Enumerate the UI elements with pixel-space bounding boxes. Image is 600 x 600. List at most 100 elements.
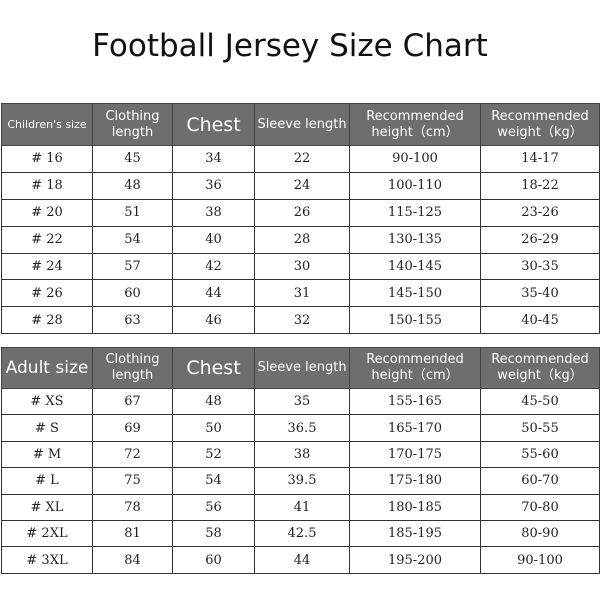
table-cell: 45-50 (480, 387, 600, 416)
table-cell: 81 (92, 519, 173, 548)
table-row: # M 72 52 38 170-175 55-60 (1, 440, 600, 469)
table-cell: 35 (254, 387, 350, 416)
table-cell: # XL (1, 493, 93, 521)
table-cell: 28 (254, 225, 350, 254)
table-cell: 51 (92, 198, 173, 227)
table-cell: 14-17 (480, 145, 600, 173)
table-cell: 46 (172, 306, 255, 335)
table-row: # 22 54 40 28 130-135 26-29 (1, 225, 600, 254)
table-cell: 145-150 (349, 279, 481, 308)
table-cell: 48 (172, 387, 255, 416)
table-cell: # 18 (1, 171, 93, 200)
table-row: # 18 48 36 24 100-110 18-22 (1, 171, 600, 200)
table-row: # 24 57 42 30 140-145 30-35 (1, 252, 600, 281)
table-row: # 2XL 81 58 42.5 185-195 80-90 (1, 519, 600, 548)
table-cell: # 20 (1, 198, 93, 227)
table-cell: 52 (172, 440, 255, 469)
table-cell: # M (1, 440, 93, 469)
size-table: Adult size Clothing length Chest Sleeve len… (1, 347, 600, 574)
header-cell: Recommended weight（kg） (480, 347, 600, 389)
header-cell: Recommended weight（kg） (480, 103, 600, 146)
table-cell: 90-100 (480, 546, 600, 574)
table-row: # 20 51 38 26 115-125 23-26 (1, 198, 600, 227)
table-cell: 75 (92, 467, 173, 495)
table-cell: 60 (172, 546, 255, 574)
table-cell: 195-200 (349, 546, 481, 574)
table-cell: 45 (92, 145, 173, 173)
header-cell: Recommended height（cm） (349, 347, 481, 389)
table-cell: 36 (172, 171, 255, 200)
table-cell: 175-180 (349, 467, 481, 495)
table-cell: 26 (254, 198, 350, 227)
table-cell: 70-80 (480, 493, 600, 521)
table-cell: # S (1, 414, 93, 442)
table-cell: # 26 (1, 279, 93, 308)
header-row: Children's size Clothing length Chest Sleev… (1, 103, 600, 146)
table-cell: 170-175 (349, 440, 481, 469)
table-cell: 48 (92, 171, 173, 200)
table-cell: 58 (172, 519, 255, 548)
table-cell: 39.5 (254, 467, 350, 495)
table-cell: 55-60 (480, 440, 600, 469)
table-cell: # L (1, 467, 93, 495)
table-cell: 36.5 (254, 414, 350, 442)
table-cell: 54 (92, 225, 173, 254)
table-cell: 38 (254, 440, 350, 469)
table-cell: 32 (254, 306, 350, 335)
table-cell: 84 (92, 546, 173, 574)
table-cell: 26-29 (480, 225, 600, 254)
header-cell: Sleeve length (254, 347, 350, 389)
table-cell: 60-70 (480, 467, 600, 495)
table-cell: 72 (92, 440, 173, 469)
table-cell: 185-195 (349, 519, 481, 548)
table-cell: 115-125 (349, 198, 481, 227)
table-cell: 31 (254, 279, 350, 308)
table-cell: 54 (172, 467, 255, 495)
table-cell: 69 (92, 414, 173, 442)
table-row: # XL 78 56 41 180-185 70-80 (1, 493, 600, 521)
table-cell: 44 (254, 546, 350, 574)
table-cell: 38 (172, 198, 255, 227)
header-cell: Adult size (1, 347, 93, 389)
title: Football Jersey Size Chart (92, 28, 488, 64)
table-cell: 78 (92, 493, 173, 521)
table-cell: 50 (172, 414, 255, 442)
table-row: # S 69 50 36.5 165-170 50-55 (1, 414, 600, 442)
table-cell: 18-22 (480, 171, 600, 200)
table-cell: 40 (172, 225, 255, 254)
header-cell: Clothing length (92, 347, 173, 389)
table-cell: 50-55 (480, 414, 600, 442)
header-cell: Children's size (1, 103, 93, 146)
table-cell: 42 (172, 252, 255, 281)
table-row: # 26 60 44 31 145-150 35-40 (1, 279, 600, 308)
table-row: # 3XL 84 60 44 195-200 90-100 (1, 546, 600, 574)
table-cell: 57 (92, 252, 173, 281)
table-cell: 130-135 (349, 225, 481, 254)
table-cell: 155-165 (349, 387, 481, 416)
table-cell: # 16 (1, 145, 93, 173)
table-cell: 140-145 (349, 252, 481, 281)
header-cell: Recommended height（cm） (349, 103, 481, 146)
header-cell: Clothing length (92, 103, 173, 146)
table-cell: 30 (254, 252, 350, 281)
table-cell: # 28 (1, 306, 93, 335)
table-cell: 40-45 (480, 306, 600, 335)
table-cell: 24 (254, 171, 350, 200)
table-cell: # XS (1, 387, 93, 416)
table-cell: 180-185 (349, 493, 481, 521)
table-cell: 22 (254, 145, 350, 173)
table-cell: 35-40 (480, 279, 600, 308)
table-cell: 100-110 (349, 171, 481, 200)
table-row: # 28 63 46 32 150-155 40-45 (1, 306, 600, 335)
table-cell: # 24 (1, 252, 93, 281)
table-cell: # 3XL (1, 546, 93, 574)
table-cell: 23-26 (480, 198, 600, 227)
table-cell: 90-100 (349, 145, 481, 173)
header-cell: Sleeve length (254, 103, 350, 146)
table-cell: 63 (92, 306, 173, 335)
size-table: Children's size Clothing length Chest Sleev… (1, 103, 600, 335)
table-cell: 60 (92, 279, 173, 308)
table-cell: 44 (172, 279, 255, 308)
table-cell: # 22 (1, 225, 93, 254)
